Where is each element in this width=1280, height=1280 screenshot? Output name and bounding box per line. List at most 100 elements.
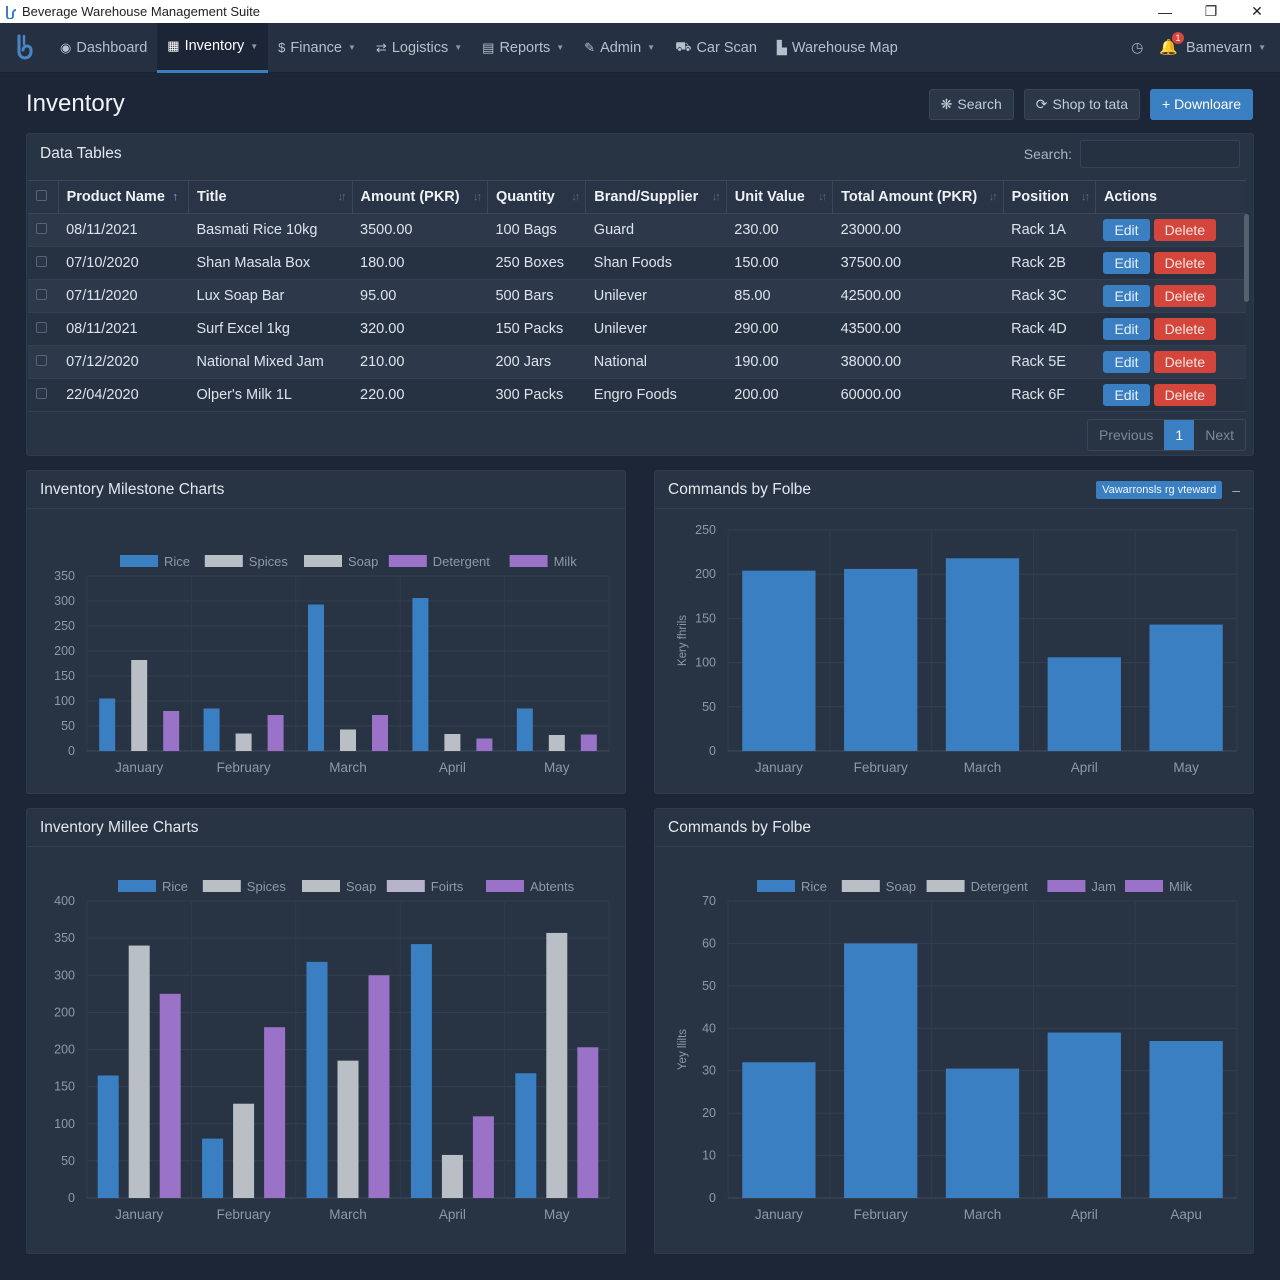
legend-item[interactable]: Milk	[509, 554, 578, 569]
delete-button[interactable]: Delete	[1153, 252, 1217, 274]
search-label: Search:	[1023, 146, 1072, 162]
page-1-button[interactable]: 1	[1164, 420, 1195, 450]
legend-item[interactable]: Detergent	[388, 554, 490, 569]
legend-item[interactable]: Rice	[757, 879, 827, 894]
table-row[interactable]: 07/10/2020 Shan Masala Box 180.00 250 Boxes…	[28, 246, 1246, 280]
legend-item[interactable]: Spices	[204, 554, 289, 569]
column-header-product-name[interactable]: Product Name ↑	[58, 180, 190, 214]
table-scrollbar[interactable]	[1244, 214, 1249, 302]
bar-rice-march	[945, 1068, 1020, 1198]
bar-rice-april	[410, 944, 432, 1198]
delete-button[interactable]: Delete	[1153, 351, 1217, 373]
row-checkbox[interactable]	[36, 322, 47, 333]
legend-item[interactable]: Abtents	[486, 879, 575, 894]
legend-item[interactable]: Foirts	[386, 879, 464, 894]
refresh-icon: ⟳	[1035, 95, 1048, 112]
bar-rice-march	[308, 604, 324, 751]
row-checkbox[interactable]	[36, 355, 47, 366]
nav-item-inventory[interactable]: ▦ Inventory ▼	[157, 22, 269, 73]
nav-item-admin[interactable]: ✎ Admin ▼	[574, 23, 665, 73]
y-tick-label: 150	[695, 611, 716, 625]
next-page-button[interactable]: Next	[1205, 427, 1234, 443]
column-header-label: Position	[1011, 189, 1069, 205]
nav-item-label: Reports	[499, 39, 551, 56]
row-checkbox[interactable]	[36, 289, 47, 300]
view-toggle-chip[interactable]: Vawarronsls rg vteward	[1096, 480, 1223, 499]
table-row[interactable]: 07/12/2020 National Mixed Jam 210.00 200 Ja…	[28, 345, 1246, 379]
legend-item[interactable]: Detergent	[926, 879, 1028, 894]
edit-button[interactable]: Edit	[1103, 219, 1150, 241]
column-header-total-amount-pkr[interactable]: Total Amount (PKR) ↓↑	[832, 180, 1004, 214]
legend-item[interactable]: Rice	[120, 554, 190, 569]
brand-logo[interactable]	[0, 23, 50, 73]
table-row[interactable]: 08/11/2021 Surf Excel 1kg 320.00 150 Packs U…	[28, 312, 1246, 346]
column-header-title[interactable]: Title ↓↑	[188, 180, 353, 214]
cell-actions: Edit Delete	[1095, 312, 1246, 346]
y-tick-label: 0	[709, 1191, 716, 1205]
nav-item-finance[interactable]: $ Finance ▼	[268, 23, 366, 73]
x-tick-label: March	[964, 760, 1002, 775]
table-row[interactable]: 08/11/2021 Basmati Rice 10kg 3500.00 100 Ba…	[28, 213, 1246, 247]
dollar-icon: $	[278, 40, 286, 55]
legend-item[interactable]: Soap	[302, 879, 376, 894]
cell-total-amount: 38000.00	[832, 345, 1004, 379]
cell-quantity: 500 Bars	[487, 279, 586, 313]
nav-item-reports[interactable]: ▤ Reports ▼	[472, 23, 574, 73]
bar-abtents-january	[159, 993, 181, 1198]
legend-item[interactable]: Jam	[1047, 879, 1116, 894]
legend-item[interactable]: Milk	[1125, 879, 1193, 894]
table-row[interactable]: 22/04/2020 Olper's Milk 1L 220.00 300 Packs…	[28, 378, 1246, 412]
legend-item[interactable]: Soap	[841, 879, 916, 894]
chart-title: Inventory Milestone Charts	[40, 480, 225, 498]
dashboard-icon: ◉	[60, 39, 72, 55]
column-header-amount-pkr[interactable]: Amount (PKR) ↓↑	[352, 180, 488, 214]
previous-page-button[interactable]: Previous	[1098, 427, 1154, 443]
search-button[interactable]: ❋ Search	[928, 88, 1014, 120]
select-all-checkbox[interactable]	[36, 190, 47, 201]
row-checkbox[interactable]	[36, 388, 47, 399]
legend-item[interactable]: Soap	[304, 554, 378, 569]
column-header-brand-supplier[interactable]: Brand/Supplier ↓↑	[585, 180, 727, 214]
table-row[interactable]: 07/11/2020 Lux Soap Bar 95.00 500 Bars Unile…	[28, 279, 1246, 313]
delete-button[interactable]: Delete	[1153, 318, 1217, 340]
notifications-button[interactable]: 🔔 1	[1159, 32, 1184, 57]
legend-label: Soap	[886, 879, 916, 894]
nav-item-dashboard[interactable]: ◉ Dashboard	[50, 23, 157, 73]
bar-spices-may	[548, 735, 565, 751]
nav-item-label: Inventory	[184, 38, 245, 54]
column-header-quantity[interactable]: Quantity ↓↑	[487, 180, 587, 214]
maximize-button[interactable]: ❐	[1204, 3, 1218, 19]
delete-button[interactable]: Delete	[1153, 219, 1217, 241]
column-header-position[interactable]: Position ↓↑	[1003, 180, 1096, 214]
edit-button[interactable]: Edit	[1103, 384, 1150, 406]
delete-button[interactable]: Delete	[1153, 285, 1217, 307]
close-button[interactable]: ✕	[1251, 3, 1263, 19]
legend-swatch	[1125, 880, 1163, 892]
y-tick-label: 300	[54, 968, 75, 982]
table-search-input[interactable]	[1080, 140, 1240, 168]
row-checkbox[interactable]	[36, 256, 47, 267]
nav-item-logistics[interactable]: ⇄ Logistics ▼	[366, 23, 472, 73]
sync-button[interactable]: ⟳ Shop to tata	[1023, 88, 1140, 120]
nav-item-warehouse-map[interactable]: ▙ Warehouse Map	[767, 23, 908, 73]
download-button[interactable]: + Downloare	[1150, 88, 1253, 120]
legend-label: Rice	[164, 554, 190, 569]
user-menu[interactable]: Bamevarn ▼	[1182, 23, 1266, 73]
legend-item[interactable]: Spices	[202, 879, 287, 894]
edit-button[interactable]: Edit	[1103, 351, 1150, 373]
minimize-button[interactable]: —	[1158, 3, 1172, 20]
edit-button[interactable]: Edit	[1103, 318, 1150, 340]
nav-item-car-scan[interactable]: ⛟ Car Scan	[665, 23, 767, 73]
edit-button[interactable]: Edit	[1103, 285, 1150, 307]
collapse-icon[interactable]: –	[1232, 481, 1240, 498]
column-header-actions[interactable]: Actions	[1095, 180, 1246, 214]
brand-logo-icon	[17, 34, 33, 59]
row-checkbox[interactable]	[36, 223, 47, 234]
clock-icon[interactable]: ◷	[1131, 39, 1144, 55]
column-header-unit-value[interactable]: Unit Value ↓↑	[726, 180, 834, 214]
delete-button[interactable]: Delete	[1153, 384, 1217, 406]
column-header-label: Product Name	[66, 189, 165, 205]
legend-item[interactable]: Rice	[118, 879, 188, 894]
legend-label: Abtents	[530, 879, 575, 894]
edit-button[interactable]: Edit	[1103, 252, 1150, 274]
